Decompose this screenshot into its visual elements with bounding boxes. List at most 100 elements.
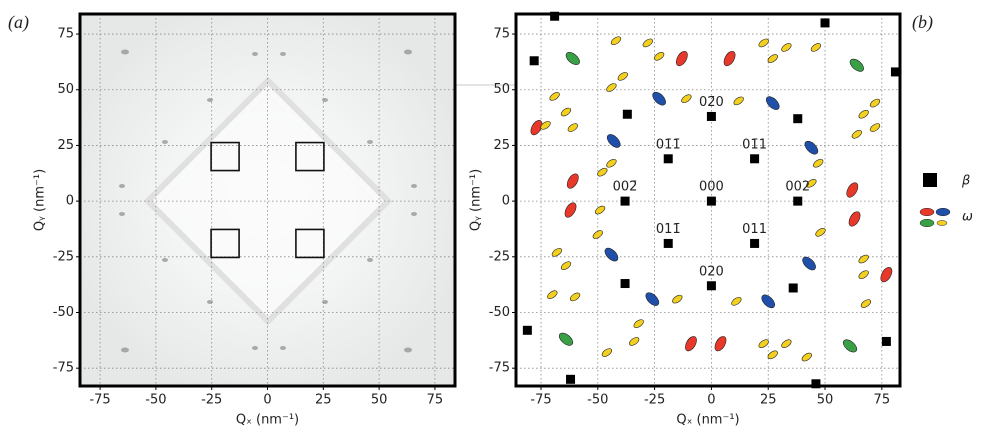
x-tick-label: -75 xyxy=(530,393,551,408)
beta-spot xyxy=(663,238,673,248)
x-tick-label: 75 xyxy=(427,393,444,408)
beta-spot xyxy=(620,279,630,289)
omega-spot xyxy=(617,72,628,81)
region-box xyxy=(295,228,325,259)
omega-spot xyxy=(842,339,858,353)
y-tick-label: 75 xyxy=(493,27,510,42)
y-tick-label: -50 xyxy=(53,305,74,320)
beta-spot xyxy=(550,11,560,21)
beta-spot xyxy=(706,111,716,121)
beta-spot xyxy=(788,283,798,293)
beta-spot xyxy=(881,336,891,346)
omega-spot xyxy=(604,247,619,262)
legend-marker xyxy=(919,207,935,217)
omega-spot xyxy=(606,158,617,168)
y-axis-label: Qᵧ (nm⁻¹) xyxy=(469,169,484,231)
omega-spot xyxy=(558,332,574,346)
omega-spot xyxy=(813,158,824,168)
omega-spot xyxy=(685,336,697,352)
spot-label: 011 xyxy=(742,222,767,237)
omega-spot xyxy=(567,123,578,132)
spot-label: 000 xyxy=(699,180,724,195)
omega-spot xyxy=(806,178,817,188)
beta-spot xyxy=(820,18,830,28)
omega-spot xyxy=(723,50,736,67)
beta-spot xyxy=(620,196,630,206)
omega-spot xyxy=(714,336,727,352)
x-tick-label: 25 xyxy=(315,393,332,408)
omega-spot xyxy=(566,173,579,189)
omega-spot xyxy=(849,58,864,72)
omega-spot xyxy=(761,294,776,309)
beta-spot xyxy=(750,238,760,248)
y-tick-label: -25 xyxy=(489,249,510,264)
x-tick-label: -50 xyxy=(587,393,608,408)
omega-spot xyxy=(765,96,780,110)
omega-spot xyxy=(547,290,558,299)
omega-spot xyxy=(629,337,640,346)
omega-spot xyxy=(858,270,869,279)
legend-label: β xyxy=(961,174,970,189)
beta-spot xyxy=(811,379,821,389)
y-tick-label: 25 xyxy=(493,138,510,153)
spot-label: 002̄ xyxy=(613,180,638,195)
omega-spot xyxy=(675,50,688,67)
x-tick-label: -25 xyxy=(644,393,665,408)
spot-label: 02̄0 xyxy=(699,95,724,110)
legend-marker xyxy=(936,220,948,226)
omega-spot xyxy=(733,96,744,106)
omega-spot xyxy=(642,38,653,48)
omega-spot xyxy=(848,211,861,227)
y-tick-label: -75 xyxy=(53,361,74,376)
omega-spot xyxy=(851,129,862,139)
y-tick-label: -50 xyxy=(489,305,510,320)
spot-label: 011̄ xyxy=(656,222,681,237)
x-tick-label: 0 xyxy=(707,393,715,408)
omega-spot xyxy=(610,36,622,46)
beta-spot xyxy=(750,154,760,164)
omega-spot xyxy=(560,261,572,271)
x-tick-label: -50 xyxy=(145,393,166,408)
beta-spot xyxy=(706,281,716,291)
omega-spot xyxy=(594,205,606,215)
legend-label: ω xyxy=(962,210,973,225)
y-tick-label: -25 xyxy=(53,249,74,264)
omega-spot xyxy=(606,83,617,92)
x-tick-label: -25 xyxy=(201,393,222,408)
omega-spot xyxy=(551,248,563,257)
x-tick-label: 75 xyxy=(874,393,891,408)
region-box xyxy=(210,228,240,259)
y-tick-label: 0 xyxy=(502,194,510,209)
omega-spot xyxy=(565,52,580,66)
omega-spot xyxy=(858,254,869,264)
x-axis-label: Qₓ (nm⁻¹) xyxy=(236,413,299,428)
omega-spot xyxy=(860,299,872,308)
omega-spot xyxy=(758,38,769,48)
omega-spot xyxy=(815,228,826,237)
spot-label: 020 xyxy=(699,264,724,279)
x-axis-label: Qₓ (nm⁻¹) xyxy=(676,413,739,428)
omega-spot xyxy=(633,319,644,328)
x-tick-label: 50 xyxy=(817,393,834,408)
omega-spot xyxy=(569,292,581,302)
beta-spot xyxy=(663,154,673,164)
region-box xyxy=(295,141,325,172)
omega-spot xyxy=(767,350,778,360)
spot-label: 002 xyxy=(785,180,810,195)
beta-spot xyxy=(793,114,803,124)
x-tick-label: -75 xyxy=(89,393,110,408)
legend-marker xyxy=(919,218,935,228)
y-tick-label: 0 xyxy=(66,194,74,209)
omega-spot xyxy=(804,140,819,155)
omega-spot xyxy=(781,339,792,348)
legend-marker xyxy=(935,207,951,217)
omega-spot xyxy=(880,267,893,283)
y-tick-label: 25 xyxy=(57,138,74,153)
y-tick-label: 50 xyxy=(57,82,74,97)
y-axis-label: Qᵧ (nm⁻¹) xyxy=(33,169,48,231)
omega-spot xyxy=(530,120,543,136)
omega-spot xyxy=(540,121,551,130)
region-box xyxy=(210,141,240,172)
omega-spot xyxy=(592,230,603,239)
